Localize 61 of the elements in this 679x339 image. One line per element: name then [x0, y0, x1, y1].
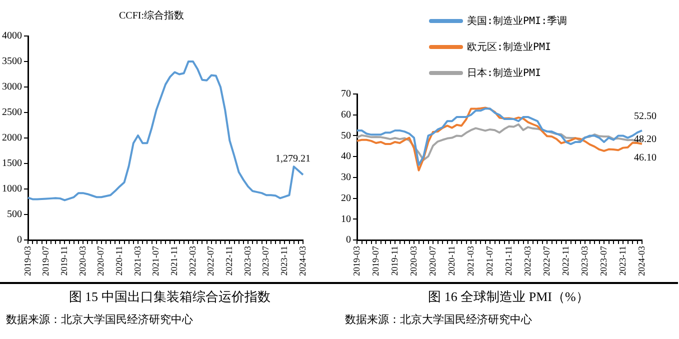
y-tick-label: 0 — [346, 234, 351, 246]
y-tick-label: 500 — [7, 209, 22, 220]
x-tick-label: 2019-03 — [351, 246, 362, 276]
x-tick-label: 2020-11 — [114, 246, 124, 276]
y-tick-label: 10 — [341, 214, 351, 225]
annotation: 52.50 — [634, 111, 656, 122]
y-tick-label: 70 — [341, 88, 351, 100]
y-tick-label: 4000 — [2, 30, 22, 42]
x-tick-label: 2019-11 — [389, 246, 400, 276]
legend-label: 美国:制造业PMI:季调 — [467, 14, 568, 28]
annotation: 48.20 — [634, 134, 656, 146]
x-tick-label: 2020-03 — [408, 246, 418, 276]
y-tick-label: 3500 — [2, 56, 22, 68]
y-tick-label: 30 — [341, 172, 351, 184]
x-tick-label: 2022-07 — [541, 246, 552, 276]
x-tick-label: 2022-03 — [187, 246, 198, 276]
legend-label: 欧元区:制造业PMI — [467, 40, 552, 54]
x-tick-label: 2023-07 — [598, 246, 608, 276]
y-tick-label: 50 — [341, 130, 351, 142]
x-tick-label: 2019-07 — [40, 246, 51, 276]
caption: 图 15 中国出口集装箱综合运价指数 — [68, 288, 272, 306]
y-tick-label: 60 — [341, 109, 351, 120]
legend-label: 日本:制造业PMI — [467, 66, 542, 80]
chart-title: CCFI:综合指数 — [118, 10, 184, 22]
x-tick-label: 2020-07 — [427, 246, 438, 276]
x-tick-label: 2023-11 — [279, 246, 290, 276]
x-tick-label: 2020-11 — [446, 246, 456, 276]
x-tick-label: 2020-03 — [77, 246, 88, 276]
x-tick-label: 2021-11 — [503, 246, 514, 276]
y-tick-label: 1500 — [2, 158, 22, 170]
x-tick-label: 2021-07 — [484, 246, 494, 276]
x-tick-label: 2019-07 — [370, 246, 380, 276]
y-tick-label: 2000 — [2, 132, 22, 144]
x-tick-label: 2021-03 — [132, 246, 142, 276]
x-tick-label: 2022-11 — [560, 246, 570, 276]
x-tick-label: 2024-03 — [636, 246, 646, 276]
y-tick-label: 1000 — [2, 184, 22, 195]
y-tick-label: 3000 — [2, 82, 22, 93]
x-tick-label: 2019-03 — [22, 246, 32, 276]
annotation: 1,279.21 — [276, 153, 310, 164]
x-tick-label: 2019-11 — [59, 246, 70, 276]
source-note: 数据来源：北京大学国民经济研究中心 — [5, 312, 194, 327]
y-tick-label: 40 — [341, 151, 351, 162]
caption: 图 16 全球制造业 PMI（%） — [427, 288, 590, 306]
x-tick-label: 2022-03 — [522, 246, 532, 276]
x-tick-label: 2022-07 — [206, 246, 216, 276]
x-tick-label: 2023-03 — [579, 246, 590, 276]
x-tick-label: 2022-11 — [224, 246, 234, 276]
x-tick-label: 2023-03 — [242, 246, 252, 276]
x-tick-label: 2021-07 — [150, 246, 161, 276]
y-tick-label: 20 — [341, 192, 351, 204]
x-tick-label: 2021-11 — [169, 246, 180, 276]
x-tick-label: 2023-07 — [260, 246, 271, 276]
annotation: 46.10 — [634, 152, 656, 164]
x-tick-label: 2023-11 — [617, 246, 628, 276]
x-tick-label: 2024-03 — [297, 246, 308, 276]
x-tick-label: 2021-03 — [465, 246, 476, 276]
y-tick-label: 2500 — [2, 107, 22, 118]
source-note: 数据来源：北京大学国民经济研究中心 — [344, 312, 533, 327]
y-tick-label: 0 — [17, 234, 22, 246]
x-tick-label: 2020-07 — [96, 246, 106, 276]
